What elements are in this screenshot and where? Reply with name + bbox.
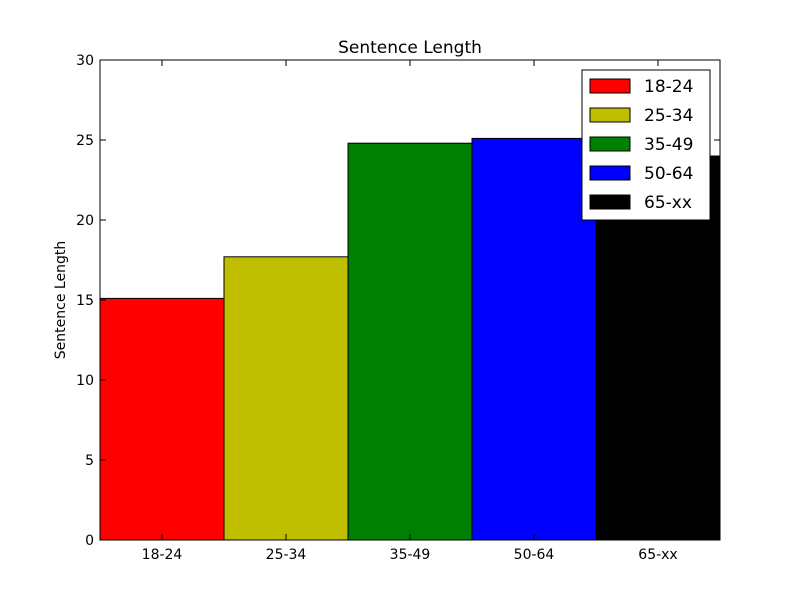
x-tick-label: 65-xx: [638, 547, 677, 563]
bar-35-49: [347, 142, 473, 541]
y-tick-label: 15: [76, 293, 94, 309]
legend-label: 18-24: [644, 77, 693, 97]
legend: 18-24 25-34 35-49 50-64 65-xx: [581, 69, 711, 221]
x-tick-label: 50-64: [514, 547, 555, 563]
y-tick-label: 0: [85, 533, 94, 549]
x-tick-label: 18-24: [142, 547, 183, 563]
y-tick-label: 25: [76, 133, 94, 149]
legend-swatch: [589, 194, 631, 210]
x-tick-label: 35-49: [390, 547, 431, 563]
bar-50-64: [471, 137, 597, 541]
legend-label: 35-49: [644, 135, 693, 155]
bar-18-24: [99, 297, 225, 541]
y-tick-label: 30: [76, 53, 94, 69]
bar-25-34: [223, 256, 349, 541]
chart-title: Sentence Length: [338, 38, 482, 58]
y-tick-label: 20: [76, 213, 94, 229]
x-tick-label: 25-34: [266, 547, 307, 563]
legend-swatch: [589, 107, 631, 123]
y-axis-ticks: 0 5 10 15 20 25 30: [76, 53, 720, 549]
legend-swatch: [589, 165, 631, 181]
legend-swatch: [589, 78, 631, 94]
legend-label: 25-34: [644, 106, 693, 126]
legend-label: 65-xx: [644, 193, 692, 213]
y-tick-label: 10: [76, 373, 94, 389]
y-axis-label: Sentence Length: [53, 241, 69, 359]
legend-label: 50-64: [644, 164, 693, 184]
y-tick-label: 5: [85, 453, 94, 469]
x-axis-ticks: 18-24 25-34 35-49 50-64 65-xx: [142, 60, 678, 563]
legend-swatch: [589, 136, 631, 152]
